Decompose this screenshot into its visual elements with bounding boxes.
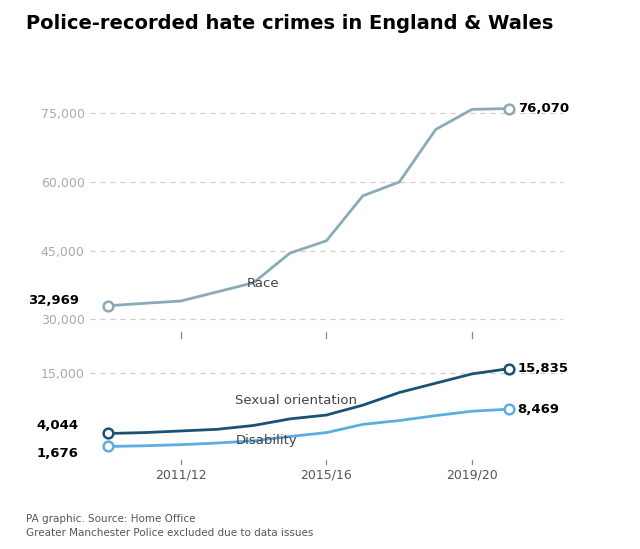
Text: Police-recorded hate crimes in England & Wales: Police-recorded hate crimes in England &…	[26, 14, 553, 33]
Text: Disability: Disability	[236, 434, 297, 447]
Text: PA graphic. Source: Home Office
Greater Manchester Police excluded due to data i: PA graphic. Source: Home Office Greater …	[26, 514, 313, 538]
Text: 1,676: 1,676	[36, 447, 79, 460]
Text: Race: Race	[246, 277, 279, 290]
Text: Sexual orientation: Sexual orientation	[236, 394, 357, 407]
Text: 15,835: 15,835	[518, 362, 569, 375]
Text: 32,969: 32,969	[28, 294, 79, 307]
Text: 4,044: 4,044	[36, 419, 79, 432]
Text: 8,469: 8,469	[518, 402, 559, 416]
Text: 76,070: 76,070	[518, 102, 569, 115]
